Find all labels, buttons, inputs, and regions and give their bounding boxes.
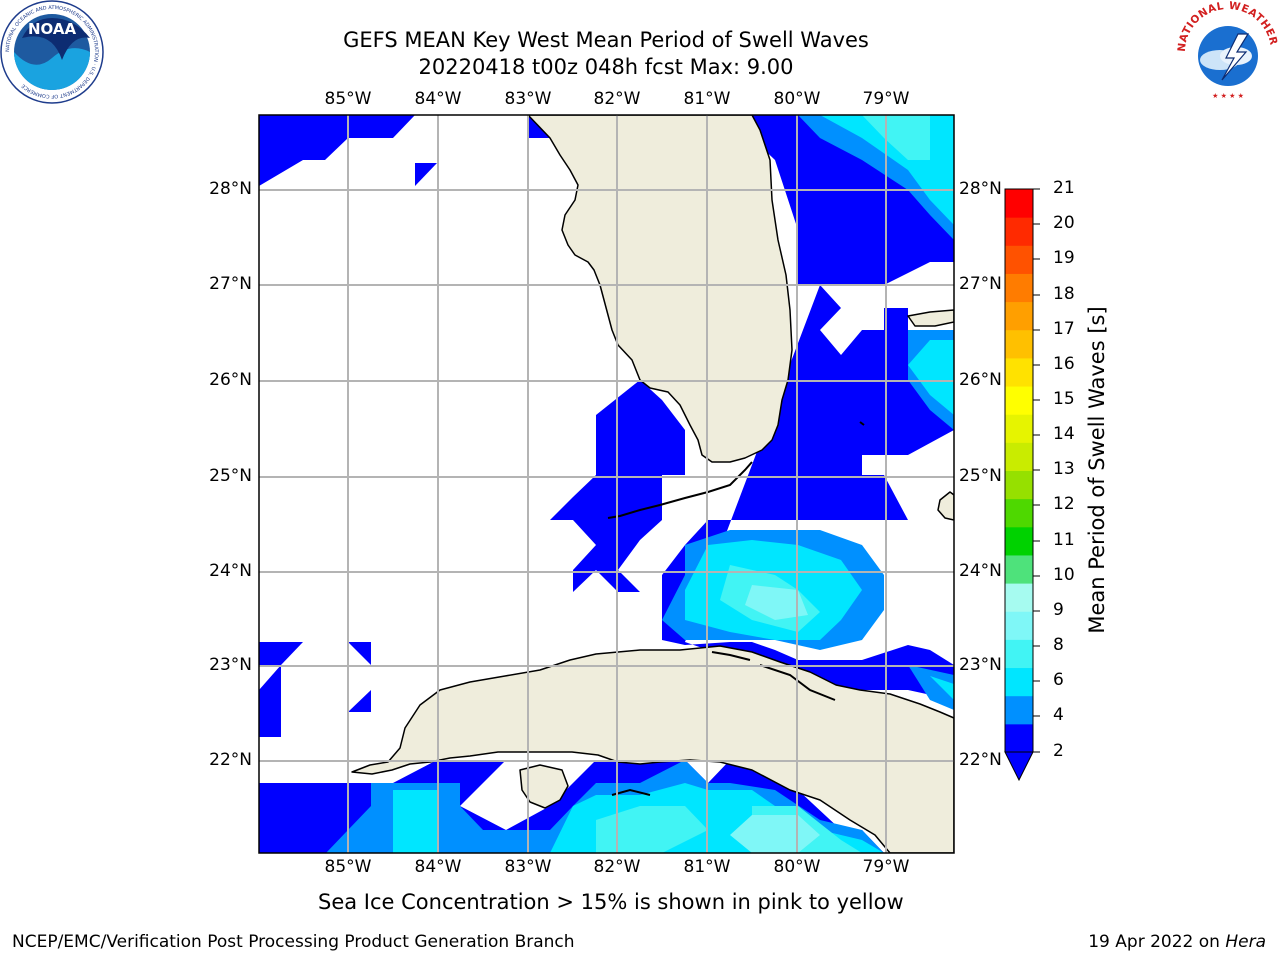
- lat-label-left: 23°N: [209, 655, 252, 675]
- colorbar-segment: [1005, 189, 1033, 218]
- colorbar-tick-label: 15: [1053, 389, 1075, 409]
- swell-fill-2-4: [259, 115, 954, 853]
- swell-fill-4-6: [326, 115, 954, 853]
- lat-label-right: 26°N: [959, 370, 1002, 390]
- andros: [937, 491, 954, 521]
- generation-date: 19 Apr 2022 on Hera: [1088, 932, 1266, 952]
- swell-fill-8-9: [730, 585, 820, 853]
- colorbar-tick-label: 12: [1053, 494, 1075, 514]
- colorbar-tick-label: 8: [1053, 635, 1064, 655]
- florida: [527, 115, 793, 463]
- lon-label-bottom: 82°W: [593, 857, 641, 877]
- isle-of-youth: [519, 764, 569, 809]
- lat-label-right: 24°N: [959, 561, 1002, 581]
- colorbar-label: Mean Period of Swell Waves [s]: [1085, 306, 1109, 634]
- gridlines: [259, 115, 954, 853]
- colorbar-tick-label: 11: [1053, 530, 1075, 550]
- lon-label-bottom: 84°W: [414, 857, 462, 877]
- colorbar-segment: [1005, 723, 1033, 753]
- colorbar-segment: [1005, 245, 1033, 274]
- colorbar: [1004, 188, 1034, 782]
- colorbar-segment: [1005, 639, 1033, 669]
- chart-title: GEFS MEAN Key West Mean Period of Swell …: [343, 28, 869, 52]
- colorbar-frame: [1004, 188, 1034, 753]
- lat-label-left: 26°N: [209, 370, 252, 390]
- colorbar-tick-label: 16: [1053, 354, 1075, 374]
- colorbar-segment: [1005, 667, 1033, 697]
- lat-label-left: 28°N: [209, 179, 252, 199]
- lon-label-top: 84°W: [414, 89, 462, 109]
- lon-label-bottom: 79°W: [862, 857, 910, 877]
- colorbar-segment: [1005, 695, 1033, 725]
- colorbar-segment: [1005, 470, 1033, 500]
- land: [351, 115, 954, 853]
- colorbar-tick-label: 10: [1053, 565, 1075, 585]
- colorbar-segment: [1005, 301, 1033, 331]
- sea-ice-note-text: Sea Ice Concentration > 15% is shown in …: [318, 890, 904, 914]
- swell-fill-6-7: [393, 115, 954, 853]
- lat-label-left: 27°N: [209, 274, 252, 294]
- lon-label-top: 81°W: [683, 89, 731, 109]
- lon-label-bottom: 80°W: [773, 857, 821, 877]
- colorbar-segment: [1005, 498, 1033, 528]
- colorbar-segment: [1005, 217, 1033, 246]
- colorbar-tick-label: 21: [1053, 178, 1075, 198]
- keys-outline: [607, 421, 865, 796]
- lat-label-left: 22°N: [209, 750, 252, 770]
- colorbar-segment: [1005, 329, 1033, 359]
- lat-label-right: 27°N: [959, 274, 1002, 294]
- colorbar-segment: [1005, 414, 1033, 443]
- lat-label-right: 23°N: [959, 655, 1002, 675]
- colorbar-tick-label: 17: [1053, 319, 1075, 339]
- colorbar-tick-label: 6: [1053, 670, 1064, 690]
- generation-date-text: 19 Apr 2022 on: [1088, 932, 1226, 952]
- lon-label-bottom: 81°W: [683, 857, 731, 877]
- lat-label-right: 25°N: [959, 466, 1002, 486]
- colorbar-tick-label: 18: [1053, 284, 1075, 304]
- colorbar-tick-label: 4: [1053, 705, 1064, 725]
- lon-label-top: 85°W: [324, 89, 372, 109]
- nws-logo: NATIONAL WEATHER SERVICE ★ ★ ★ ★: [1176, 0, 1279, 103]
- lon-label-bottom: 83°W: [504, 857, 552, 877]
- lat-label-right: 22°N: [959, 750, 1002, 770]
- colorbar-tick-label: 2: [1053, 741, 1064, 761]
- lat-label-left: 24°N: [209, 561, 252, 581]
- noaa-logo: NATIONAL OCEANIC AND ATMOSPHERIC ADMINIS…: [0, 0, 104, 104]
- colorbar-segment: [1005, 386, 1033, 415]
- lon-label-bottom: 85°W: [324, 857, 372, 877]
- colorbar-ticks: [1033, 188, 1040, 753]
- svg-text:★ ★ ★ ★: ★ ★ ★ ★: [1212, 92, 1244, 100]
- svg-text:NOAA: NOAA: [28, 20, 77, 38]
- producer-credit: NCEP/EMC/Verification Post Processing Pr…: [12, 932, 575, 952]
- lon-label-top: 79°W: [862, 89, 910, 109]
- colorbar-tick-label: 13: [1053, 459, 1075, 479]
- colorbar-tick-label: 19: [1053, 248, 1075, 268]
- colorbar-segment: [1005, 554, 1033, 584]
- lat-label-left: 25°N: [209, 466, 252, 486]
- colorbar-segment: [1005, 357, 1033, 387]
- colorbar-tick-label: 14: [1053, 424, 1075, 444]
- colorbar-tick-label: 9: [1053, 600, 1064, 620]
- colorbar-segment: [1005, 611, 1033, 640]
- cuba: [351, 645, 954, 853]
- lon-label-top: 83°W: [504, 89, 552, 109]
- colorbar-tick-label: 20: [1053, 213, 1075, 233]
- colorbar-segment: [1005, 273, 1033, 303]
- colorbar-segment: [1005, 583, 1033, 612]
- grand-bahama: [907, 309, 954, 327]
- lat-label-right: 28°N: [959, 179, 1002, 199]
- chart-subtitle: 20220418 t00z 048h fcst Max: 9.00: [418, 55, 794, 79]
- lon-label-top: 82°W: [593, 89, 641, 109]
- colorbar-segment: [1005, 442, 1033, 471]
- colorbar-extend-arrow: [1004, 751, 1034, 782]
- map-frame: [258, 114, 955, 854]
- colorbar-segment: [1005, 526, 1033, 556]
- swell-fill-7-8: [596, 115, 930, 853]
- host-name: Hera: [1225, 932, 1266, 952]
- lon-label-top: 80°W: [773, 89, 821, 109]
